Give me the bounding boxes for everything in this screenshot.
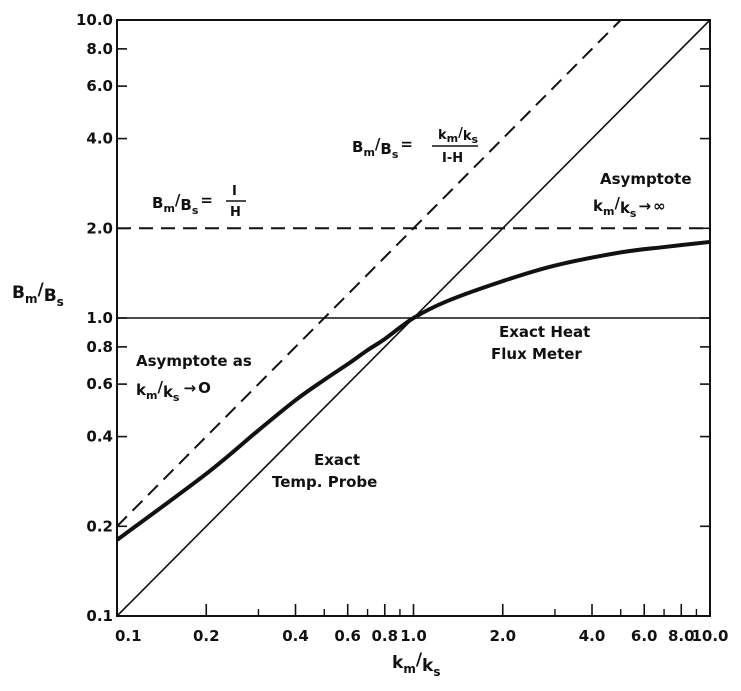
series-line-dashed xyxy=(116,19,622,527)
y-tick-label: 6.0 xyxy=(86,77,113,95)
y-tick-label: 0.8 xyxy=(86,338,113,356)
y-tick-label: 1.0 xyxy=(86,309,113,327)
x-tick-label: 0.4 xyxy=(282,627,309,645)
annotation-asymptote-inf: Asymptote km/ks → ∞ xyxy=(593,170,692,220)
y-tick-label: 0.4 xyxy=(86,428,113,446)
annotation-heat-flux: Exact Heat Flux Meter xyxy=(491,323,590,363)
svg-text:Asymptote: Asymptote xyxy=(600,170,692,188)
svg-text:Asymptote as: Asymptote as xyxy=(136,352,252,370)
svg-text:Bm/Bs=: Bm/Bs= xyxy=(352,135,413,161)
annotation-eq-km-ks: Bm/Bs= km/ks I-H xyxy=(352,126,479,166)
x-tick-label: 0.1 xyxy=(115,627,142,645)
x-tick-label: 0.8 xyxy=(371,627,398,645)
y-tick-label: 10.0 xyxy=(76,11,113,29)
svg-text:km/ks: km/ks xyxy=(438,126,479,146)
svg-text:km/ks→O: km/ks→ O xyxy=(136,378,211,404)
annotation-eq-one-over-h: Bm/Bs= I H xyxy=(152,184,246,220)
x-tick-label: 10.0 xyxy=(691,627,728,645)
x-tick-label: 2.0 xyxy=(489,627,516,645)
y-tick-label: 2.0 xyxy=(86,219,113,237)
x-axis-title: km/ks xyxy=(392,650,441,679)
y-tick-label: 0.1 xyxy=(86,607,113,625)
y-tick-label: 8.0 xyxy=(86,40,113,58)
x-tick-label: 0.6 xyxy=(334,627,361,645)
svg-text:I-H: I-H xyxy=(442,151,463,166)
svg-text:H: H xyxy=(230,205,241,220)
x-tick-label: 1.0 xyxy=(400,627,427,645)
svg-text:Temp. Probe: Temp. Probe xyxy=(272,473,377,491)
annotation-asymptote-zero: Asymptote as km/ks→ O xyxy=(136,352,252,404)
x-tick-label: 4.0 xyxy=(579,627,606,645)
annotation-temp-probe: Exact Temp. Probe xyxy=(272,451,377,491)
x-axis-ticks: 0.1 0.2 0.4 0.6 0.8 1.0 2.0 4.0 6.0 8.010.0 xyxy=(115,604,729,645)
series-lines xyxy=(115,19,711,617)
svg-text:Bm/Bs=: Bm/Bs= xyxy=(152,191,213,217)
series-line-solid-thick xyxy=(115,239,711,542)
svg-text:Exact Heat: Exact Heat xyxy=(499,323,590,341)
x-tick-label: 8.0 xyxy=(668,627,695,645)
y-axis-title: Bm/Bs xyxy=(12,280,64,309)
y-tick-label: 4.0 xyxy=(86,130,113,148)
svg-text:I: I xyxy=(232,184,237,199)
y-tick-label: 0.2 xyxy=(86,517,113,535)
x-tick-label: 6.0 xyxy=(631,627,658,645)
x-tick-label: 0.2 xyxy=(193,627,220,645)
svg-text:Flux Meter: Flux Meter xyxy=(491,345,582,363)
svg-text:km/ks→∞: km/ks → ∞ xyxy=(593,194,666,220)
y-tick-label: 0.6 xyxy=(86,375,113,393)
y-axis-ticks: 0.1 0.2 0.4 0.6 0.8 1.0 2.0 4.0 6.0 8.0 10.0 xyxy=(76,11,710,625)
svg-text:Exact: Exact xyxy=(314,451,360,469)
